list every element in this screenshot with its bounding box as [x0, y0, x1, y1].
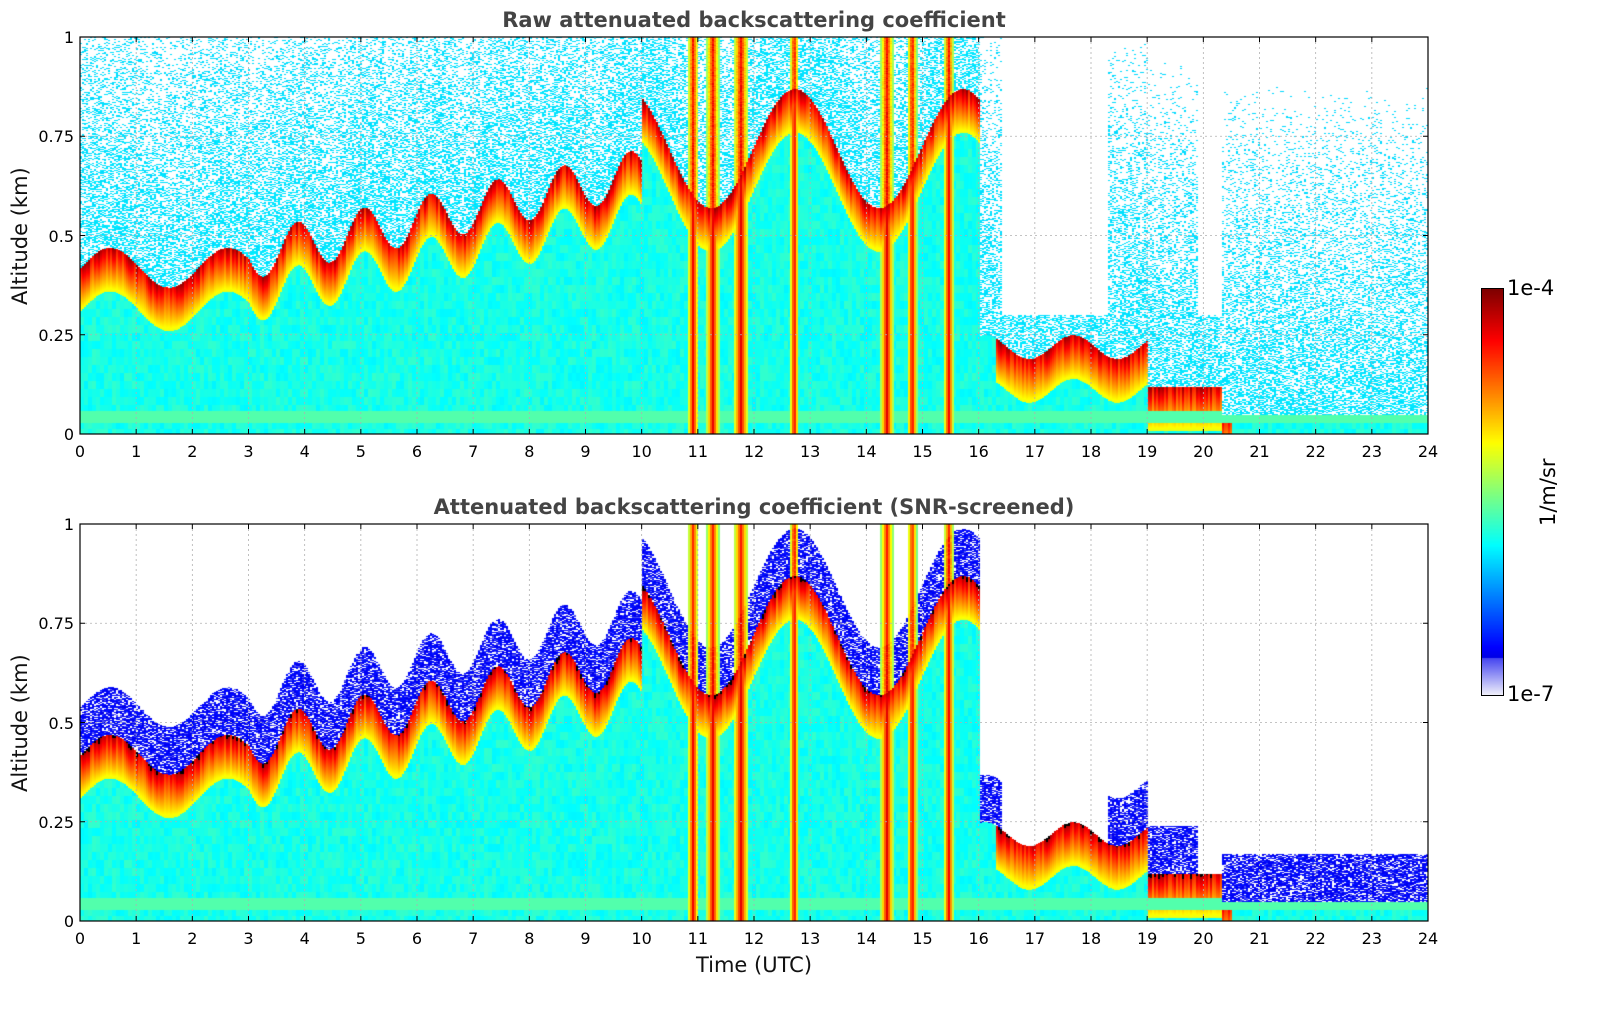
x-tick-label: 18 [1080, 442, 1102, 461]
x-tick-label: 3 [243, 929, 254, 948]
x-tick-label: 9 [580, 442, 591, 461]
y-tick-label: 0 [63, 912, 74, 931]
x-tick-label: 22 [1305, 929, 1326, 948]
x-tick-label: 14 [856, 929, 877, 948]
colorbar [1481, 288, 1504, 696]
colorbar-max-label: 1e-4 [1507, 276, 1555, 300]
x-tick-label: 8 [524, 929, 535, 948]
y-tick-label: 0.25 [38, 325, 74, 345]
x-tick-label: 13 [799, 442, 821, 461]
y-tick-label: 0.75 [38, 614, 74, 634]
x-tick-label: 21 [1249, 929, 1270, 948]
x-tick-label: 6 [411, 929, 423, 948]
bottom-y-axis-label: Altitude (km) [8, 654, 32, 792]
x-tick-label: 19 [1136, 442, 1158, 461]
y-tick-label: 0 [63, 425, 74, 444]
x-tick-label: 24 [1417, 442, 1439, 461]
x-tick-label: 21 [1249, 442, 1270, 461]
x-tick-label: 8 [524, 442, 535, 461]
x-tick-label: 14 [856, 442, 877, 461]
x-tick-label: 3 [243, 442, 254, 461]
x-tick-label: 16 [968, 929, 989, 948]
x-tick-label: 10 [631, 929, 652, 948]
x-tick-label: 7 [468, 929, 479, 948]
x-tick-label: 9 [580, 929, 591, 948]
x-tick-label: 15 [912, 929, 933, 948]
colorbar-min-label: 1e-7 [1507, 682, 1555, 706]
y-tick-label: 0.75 [38, 127, 74, 147]
y-tick-label: 0.25 [38, 812, 74, 832]
x-tick-label: 18 [1080, 929, 1102, 948]
y-tick-label: 1 [63, 28, 74, 47]
x-tick-label: 2 [187, 929, 198, 948]
x-tick-label: 15 [912, 442, 933, 461]
x-tick-label: 0 [74, 929, 86, 948]
x-tick-label: 20 [1193, 929, 1214, 948]
x-tick-label: 19 [1136, 929, 1158, 948]
x-tick-label: 0 [74, 442, 86, 461]
x-tick-label: 1 [131, 929, 142, 948]
x-tick-label: 5 [355, 929, 366, 948]
bottom-x-axis-label: Time (UTC) [695, 953, 813, 977]
y-tick-label: 1 [63, 515, 74, 534]
top-panel-title: Raw attenuated backscattering coefficien… [502, 8, 1006, 32]
x-tick-label: 22 [1305, 442, 1326, 461]
x-tick-label: 2 [187, 442, 198, 461]
x-tick-label: 13 [799, 929, 821, 948]
x-tick-label: 17 [1024, 442, 1046, 461]
x-tick-label: 11 [687, 442, 709, 461]
colorbar-unit-label: 1/m/sr [1536, 458, 1560, 526]
x-tick-label: 23 [1361, 442, 1383, 461]
x-tick-label: 23 [1361, 929, 1383, 948]
x-tick-label: 24 [1417, 929, 1439, 948]
y-tick-label: 0.5 [48, 713, 74, 733]
x-tick-label: 17 [1024, 929, 1046, 948]
x-tick-label: 20 [1193, 442, 1214, 461]
x-tick-label: 11 [687, 929, 709, 948]
x-tick-label: 1 [131, 442, 142, 461]
x-tick-label: 16 [968, 442, 989, 461]
x-tick-label: 5 [355, 442, 366, 461]
bottom-panel-title: Attenuated backscattering coefficient (S… [433, 495, 1075, 519]
x-tick-label: 10 [631, 442, 652, 461]
x-tick-label: 4 [299, 929, 310, 948]
x-tick-label: 12 [743, 442, 765, 461]
x-tick-label: 6 [411, 442, 423, 461]
y-tick-label: 0.5 [48, 226, 74, 246]
x-tick-label: 7 [468, 442, 479, 461]
x-tick-label: 12 [743, 929, 765, 948]
x-tick-label: 4 [299, 442, 310, 461]
